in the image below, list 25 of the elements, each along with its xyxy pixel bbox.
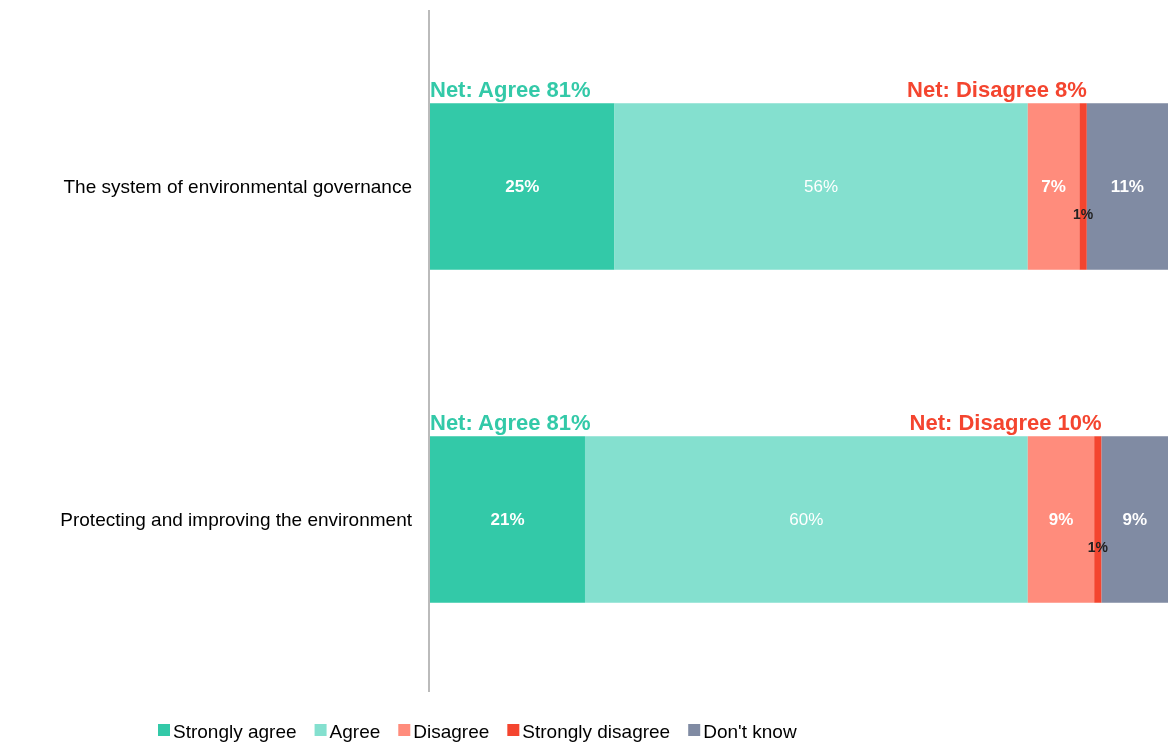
bar [430, 436, 585, 603]
legend-label: Don't know [703, 720, 797, 742]
bar [430, 103, 615, 270]
data-label: 1% [1073, 206, 1094, 223]
legend-label: Disagree [413, 720, 490, 742]
data-label: 60% [789, 510, 824, 530]
annotation: Net: Agree 81% [430, 410, 591, 436]
legend-label: Agree [329, 720, 381, 742]
legend-label: Strongly disagree [522, 720, 671, 742]
data-label: 25% [505, 177, 540, 197]
data-label: 11% [1110, 177, 1144, 197]
bar [614, 103, 1028, 270]
legend-label: Strongly agree [173, 720, 297, 742]
data-label: 9% [1122, 510, 1148, 530]
annotation: Net: Agree 81% [430, 77, 591, 103]
data-label: 9% [1048, 510, 1074, 530]
data-label: 21% [490, 510, 525, 530]
y-tick-label: Protecting and improving the environment [60, 508, 413, 530]
bar [584, 436, 1028, 603]
annotation: Net: Disagree 10% [909, 410, 1102, 436]
data-label: 1% [1087, 539, 1109, 556]
y-tick-label: The system of environmental governance [63, 175, 412, 197]
data-label: 56% [804, 177, 839, 197]
data-label: 7% [1041, 177, 1066, 197]
annotation: Net: Disagree 8% [907, 77, 1087, 103]
